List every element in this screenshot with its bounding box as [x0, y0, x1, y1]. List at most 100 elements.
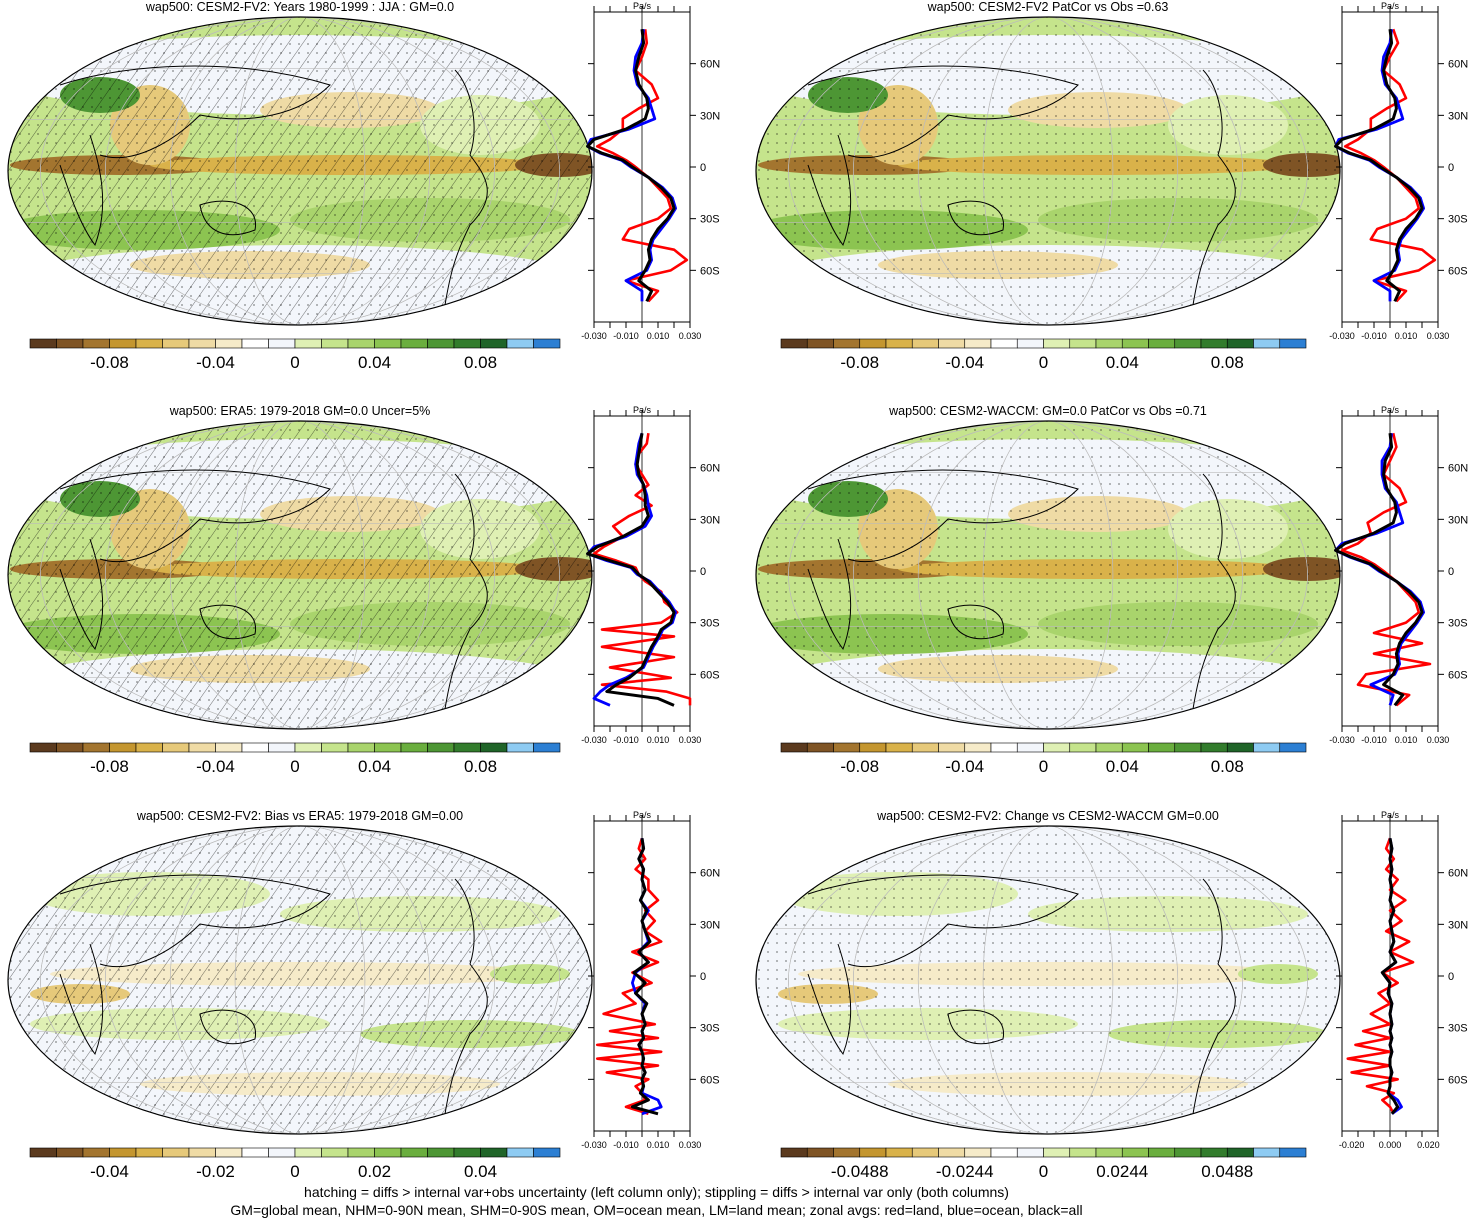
- colorbar-tick-label: 0.08: [464, 757, 497, 776]
- australia-coastline: [199, 604, 256, 640]
- colorbar: -0.08 -0.04 0 0.04 0.08: [29, 338, 561, 372]
- colorbar-cell: [347, 338, 375, 349]
- colorbar-cell: [1174, 742, 1202, 753]
- colorbar-cell: [833, 1147, 861, 1158]
- stippling-overlay: [756, 421, 1340, 729]
- graticule: [756, 17, 1340, 325]
- stippling-overlay: [8, 826, 592, 1134]
- colorbar-cell: [82, 338, 110, 349]
- colorbar-cell: [964, 338, 992, 349]
- map-plot: [7, 420, 593, 730]
- colorbar-cell: [135, 742, 163, 753]
- colorbar-cell: [374, 742, 402, 753]
- colorbar-cell: [885, 1147, 913, 1158]
- colorbar-tick-label: 0.02: [358, 1162, 391, 1181]
- y-tick-label: 30S: [1448, 618, 1468, 630]
- y-tick-label: 0: [700, 162, 706, 174]
- map-plot: [755, 420, 1341, 730]
- colorbar-cell: [938, 1147, 966, 1158]
- colorbar-cell: [1226, 1147, 1254, 1158]
- colorbar-cell: [109, 742, 137, 753]
- x-tick-label: -0.030: [581, 735, 607, 745]
- graticule: [8, 17, 592, 325]
- zonal-line-land: [1340, 432, 1432, 707]
- colorbar-tick-label: -0.04: [196, 353, 235, 372]
- americas-coastline: [1192, 473, 1236, 710]
- colorbar-tick-label: 0.08: [464, 353, 497, 372]
- y-tick-label: 30S: [1448, 214, 1468, 226]
- panel-title: wap500: ERA5: 1979-2018 GM=0.0 Uncer=5%: [169, 404, 431, 418]
- colorbar-cell: [859, 338, 887, 349]
- colorbar-cell: [162, 1147, 190, 1158]
- panel-title: wap500: CESM2-WACCM: GM=0.0 PatCor vs Ob…: [889, 404, 1207, 418]
- colorbar-cell: [241, 742, 269, 753]
- y-tick-label: 0: [1448, 971, 1454, 983]
- panel-bias-vs-era5: wap500: CESM2-FV2: Bias vs ERA5: 1979-20…: [0, 809, 720, 1181]
- graticule: [8, 421, 592, 729]
- colorbar-cell: [780, 338, 808, 349]
- colorbar-cell: [1226, 338, 1254, 349]
- colorbar-tick-label: -0.08: [840, 757, 879, 776]
- colorbar-cell: [859, 1147, 887, 1158]
- x-tick-label: -0.030: [1329, 331, 1355, 341]
- colorbar-cell: [400, 338, 428, 349]
- colorbar-cell: [453, 1147, 481, 1158]
- zonal-line-all: [586, 432, 676, 707]
- colorbar-cell: [480, 1147, 508, 1158]
- colorbar-cell: [294, 338, 322, 349]
- colorbar-cell: [1148, 1147, 1176, 1158]
- colorbar-cell: [506, 1147, 534, 1158]
- colorbar-cell: [1121, 742, 1149, 753]
- colorbar-tick-label: 0: [290, 1162, 299, 1181]
- colorbar-cell: [1095, 1147, 1123, 1158]
- colorbar-tick-label: 0.04: [464, 1162, 497, 1181]
- colorbar-cell: [990, 1147, 1018, 1158]
- colorbar-cell: [506, 338, 534, 349]
- y-tick-label: 60N: [700, 463, 720, 475]
- panel-era5: wap500: ERA5: 1979-2018 GM=0.0 Uncer=5% …: [0, 404, 720, 776]
- colorbar-cell: [268, 742, 296, 753]
- map-border: [7, 420, 593, 730]
- colorbar: -0.04 -0.02 0 0.02 0.04: [29, 1147, 561, 1181]
- colorbar-cell: [215, 742, 243, 753]
- zonal-line-all: [1334, 29, 1424, 302]
- graticule: [756, 826, 1340, 1134]
- colorbar: -0.08 -0.04 0 0.04 0.08: [780, 338, 1307, 372]
- colorbar-cell: [911, 338, 939, 349]
- stippling-overlay: [8, 17, 592, 325]
- colorbar-cell: [135, 338, 163, 349]
- panel-title: wap500: CESM2-FV2: Years 1980-1999 : JJA…: [145, 0, 455, 14]
- colorbar-cell: [780, 1147, 808, 1158]
- panel-cesm2-waccm: wap500: CESM2-WACCM: GM=0.0 PatCor vs Ob…: [748, 404, 1483, 776]
- x-tick-label: 0.030: [1427, 331, 1450, 341]
- colorbar-tick-label: 0.08: [1211, 353, 1244, 372]
- y-tick-label: 0: [700, 971, 706, 983]
- map-border: [7, 825, 593, 1135]
- colorbar-cell: [533, 742, 561, 753]
- colorbar-cell: [1253, 338, 1281, 349]
- panel-change-vs-waccm: wap500: CESM2-FV2: Change vs CESM2-WACCM…: [748, 809, 1483, 1181]
- colorbar-cell: [480, 742, 508, 753]
- colorbar-cell: [135, 1147, 163, 1158]
- x-tick-label: 0.020: [1417, 1140, 1440, 1150]
- y-tick-label: 30S: [700, 214, 720, 226]
- australia-coastline: [199, 1009, 256, 1045]
- coastlines: [59, 65, 488, 306]
- x-tick-label: 0.030: [679, 1140, 702, 1150]
- eurasia-coastline: [807, 65, 1079, 159]
- colorbar-cell: [1279, 1147, 1307, 1158]
- colorbar: -0.0488 -0.0244 0 0.0244 0.0488: [780, 1147, 1307, 1181]
- y-tick-label: 60S: [1448, 1074, 1468, 1086]
- x-tick-label: 0.000: [1379, 1140, 1402, 1150]
- africa-coastline: [59, 943, 104, 1056]
- map-border: [755, 420, 1341, 730]
- x-tick-label: 0.030: [679, 331, 702, 341]
- y-tick-label: 60N: [1448, 59, 1468, 71]
- y-tick-label: 30N: [1448, 514, 1468, 526]
- africa-coastline: [59, 538, 104, 651]
- y-tick-label: 60S: [1448, 669, 1468, 681]
- colorbar-cell: [162, 338, 190, 349]
- colorbar-tick-label: -0.04: [90, 1162, 129, 1181]
